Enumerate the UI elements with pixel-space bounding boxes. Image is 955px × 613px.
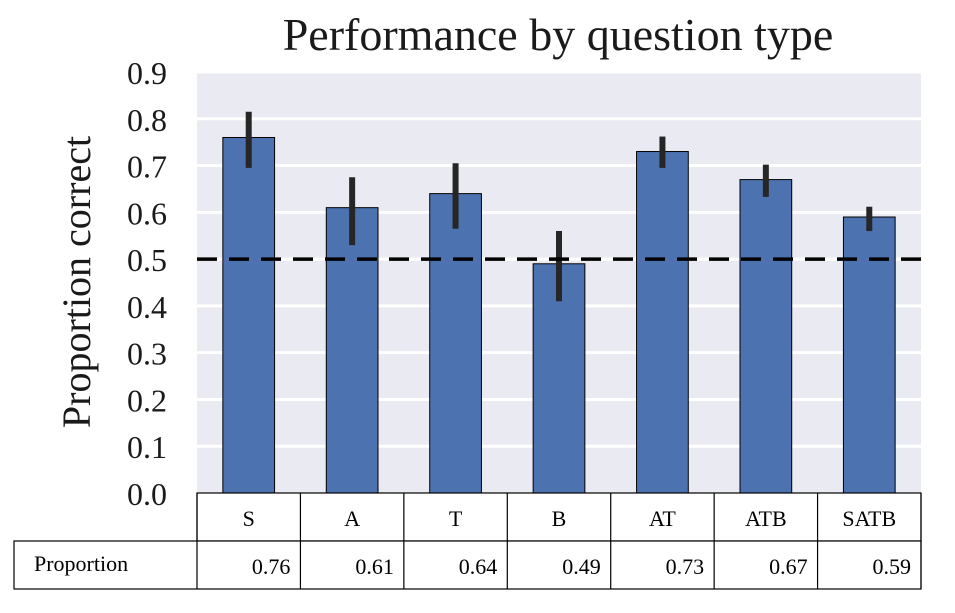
y-tick-label: 0.3 xyxy=(127,336,167,372)
y-tick-label: 0.5 xyxy=(127,242,167,278)
x-tick-label: S xyxy=(243,506,255,531)
y-tick-label: 0.4 xyxy=(127,289,167,325)
bar xyxy=(532,263,586,494)
y-tick-label: 0.1 xyxy=(127,429,167,465)
chart-title: Performance by question type xyxy=(283,9,834,60)
bar xyxy=(222,136,276,494)
table-cell-value: 0.49 xyxy=(562,554,601,579)
x-tick-label: B xyxy=(552,506,567,531)
y-tick-label: 0.2 xyxy=(127,382,167,418)
y-tick-label: 0.0 xyxy=(127,476,167,512)
table-data-row xyxy=(13,540,922,590)
x-tick-label: AT xyxy=(649,506,676,531)
x-tick-label: SATB xyxy=(842,506,896,531)
y-axis-label: Proportion correct xyxy=(54,136,99,428)
table-header-row xyxy=(196,492,922,542)
table-cell-value: 0.73 xyxy=(666,554,705,579)
y-tick-label: 0.6 xyxy=(127,195,167,231)
bar xyxy=(739,179,793,494)
bar xyxy=(636,151,689,494)
table-cell-value: 0.64 xyxy=(459,554,498,579)
x-tick-label: A xyxy=(344,506,360,531)
y-tick-label: 0.7 xyxy=(127,149,167,185)
x-tick-label: ATB xyxy=(745,506,787,531)
x-tick-label: T xyxy=(449,506,463,531)
bar xyxy=(429,193,482,494)
y-tick-label: 0.9 xyxy=(127,55,167,91)
table-cell-value: 0.67 xyxy=(769,554,808,579)
y-tick-label: 0.8 xyxy=(127,102,167,138)
table-cell-value: 0.59 xyxy=(873,554,912,579)
table-cell-value: 0.61 xyxy=(355,554,394,579)
table-cell-value: 0.76 xyxy=(252,554,291,579)
data-table: S 0.76 A 0.61 T 0.64 B 0.49 AT 0.73 ATB 0.67 SATB 0.5… xyxy=(13,492,922,590)
table-row-label: Proportion xyxy=(34,551,128,576)
bar xyxy=(325,207,379,494)
